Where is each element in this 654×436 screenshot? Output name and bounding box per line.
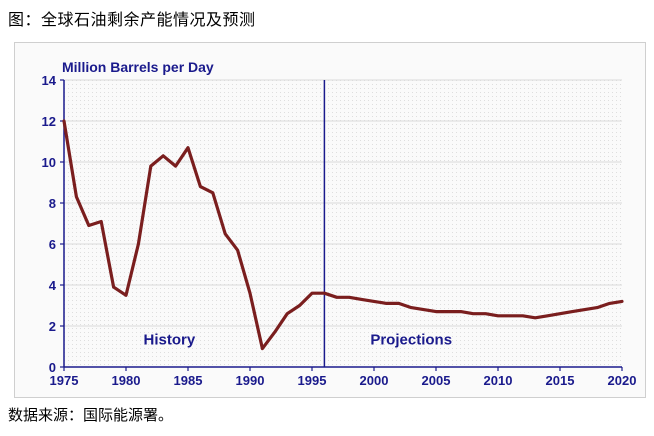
y-tick-label: 0 [49,360,56,375]
series-line-spare-capacity [62,119,624,351]
x-tick-label: 1975 [50,373,79,388]
annotations: History Projections [144,331,452,348]
tick-labels: 0 2 4 6 8 10 12 14 1975 1980 1985 1990 1995 2000 2005 2… [42,73,637,388]
x-tick-label: 1990 [236,373,265,388]
x-tick-label: 1985 [174,373,203,388]
y-tick-label: 2 [49,319,56,334]
y-tick-label: 8 [49,196,56,211]
x-tick-label: 1980 [112,373,141,388]
y-tick-label: 4 [49,278,57,293]
y-tick-label: 14 [42,73,57,88]
x-tick-label: 2015 [546,373,575,388]
y-tick-label: 12 [42,114,56,129]
source-note: 数据来源：国际能源署。 [8,406,174,424]
annotation-history: History [144,331,196,348]
x-tick-label: 2020 [608,373,637,388]
y-axis-title: Million Barrels per Day [62,59,214,75]
x-tick-label: 2010 [484,373,513,388]
x-tick-label: 2000 [360,373,389,388]
y-tick-label: 6 [49,237,56,252]
plot-background [64,80,622,367]
x-tick-label: 1995 [298,373,327,388]
x-tick-label: 2005 [422,373,451,388]
annotation-projections: Projections [370,331,452,348]
series-group [62,119,624,351]
figure-caption: 图：全球石油剩余产能情况及预测 [8,10,256,29]
y-tick-label: 10 [42,155,56,170]
